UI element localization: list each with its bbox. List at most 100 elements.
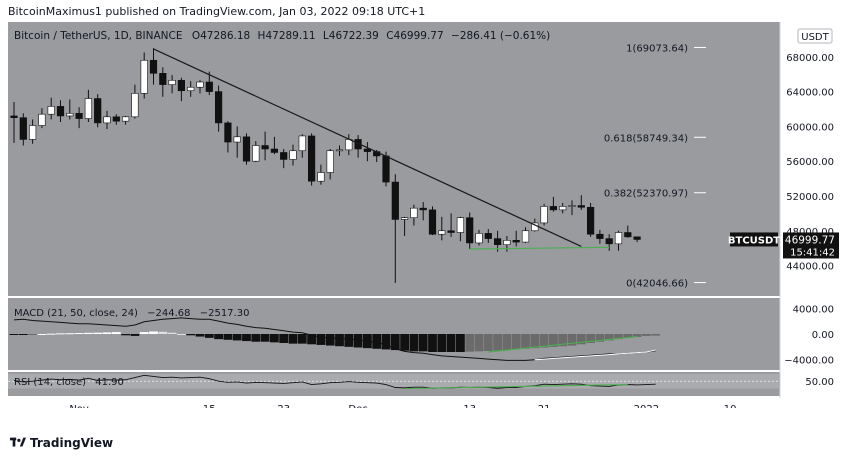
candle-down (75, 113, 83, 119)
time-tick-label: 10 (724, 404, 737, 408)
macd-histogram-bar (400, 334, 409, 351)
candle-up (614, 232, 623, 245)
candle-down (447, 230, 455, 233)
macd-histogram-bar (474, 334, 484, 352)
macd-signal-line (534, 349, 656, 361)
rsi-line (13, 374, 656, 389)
macd-histogram-bar (177, 334, 186, 335)
legend-close-label: C (386, 30, 393, 42)
legend-change: −286.41 (−0.61%) (451, 30, 550, 42)
publisher-caption: BitcoinMaximus1 published on TradingView… (8, 5, 426, 18)
last-price-badge (783, 232, 839, 259)
legend-close: 46999.77 (394, 30, 444, 42)
candle-up (66, 113, 74, 117)
tradingview-brand[interactable]: TradingView (10, 436, 113, 450)
macd-histogram-bar (130, 334, 140, 336)
time-tick-label: 23 (277, 404, 290, 408)
price-tick-label: 56000.00 (786, 157, 834, 168)
macd-histogram-bar (195, 334, 205, 337)
candle-up (140, 59, 148, 94)
macd-histogram-bar (149, 331, 158, 334)
candle-down (549, 206, 557, 211)
rsi-params: RSI (14, close) (14, 377, 86, 388)
candle-up (187, 86, 195, 92)
macd-histogram-bar (316, 334, 326, 345)
legend-low: 46722.39 (329, 30, 379, 42)
macd-histogram-bar (102, 332, 112, 334)
legend-symbol: Bitcoin / TetherUS, 1D, BINANCE (14, 30, 182, 42)
candle-down (159, 73, 167, 85)
candle-down (270, 148, 279, 153)
candle-up (252, 145, 260, 162)
fib-level-label: 1(69073.64) (626, 43, 688, 54)
candle-down (56, 106, 65, 117)
macd-histogram-bar (232, 334, 242, 341)
candle-up (335, 149, 344, 152)
candle-up (503, 240, 511, 245)
time-tick-label: Dec (348, 404, 367, 408)
candle-up (233, 136, 241, 143)
macd-histogram-bar (353, 334, 363, 348)
macd-histogram-bar (483, 334, 493, 352)
candle-up (28, 125, 37, 140)
macd-histogram-bar (418, 334, 428, 352)
candle-down (177, 79, 186, 92)
macd-histogram-bar (74, 333, 84, 335)
price-axis[interactable] (780, 22, 842, 398)
candle-up (196, 81, 204, 88)
legend-open-label: O (192, 30, 200, 42)
chart-frame[interactable]: 1(69073.64) 0.618(58749.34) 0.382(52370.97… (8, 22, 842, 415)
price-tick-label: 60000.00 (786, 122, 834, 133)
time-tick-label: 21 (538, 404, 551, 408)
macd-legend: MACD (21, 50, close, 24) −244.68 −2517.3… (14, 308, 249, 319)
price-tick-label: 52000.00 (786, 192, 834, 203)
macd-histogram-bar (539, 334, 549, 348)
macd-tick-label: 0.00 (812, 330, 834, 341)
macd-histogram-bar (511, 334, 521, 350)
rsi-tick-label: 50.00 (805, 377, 834, 388)
legend-open: 47286.18 (200, 30, 250, 42)
candle-down (149, 59, 158, 74)
candle-up (475, 233, 483, 244)
currency-badge[interactable] (797, 28, 833, 44)
candle-up (410, 207, 418, 219)
rsi-value: 41.90 (95, 377, 124, 388)
macd-histogram-bar (595, 334, 605, 342)
fib-level-label: 0.618(58749.34) (604, 133, 688, 144)
macd-histogram-bar (93, 332, 103, 334)
candle-down (205, 81, 213, 92)
macd-histogram-bar (344, 334, 354, 347)
macd-histogram-bar (437, 334, 447, 352)
price-tick-label: 44000.00 (786, 262, 834, 273)
candle-down (215, 91, 223, 124)
macd-histogram-bar (158, 331, 168, 334)
macd-histogram-bar (372, 334, 382, 349)
price-panel[interactable] (8, 22, 780, 296)
candle-up (317, 172, 325, 182)
candle-up (521, 230, 530, 243)
macd-histogram-bar (632, 334, 642, 337)
rsi-series (8, 373, 780, 390)
macd-value-2: −2517.30 (200, 308, 250, 319)
candle-up (559, 206, 567, 211)
candle-down (307, 135, 316, 182)
macd-histogram-bar (428, 334, 437, 352)
currency-label: USDT (801, 32, 829, 43)
price-series: 1(69073.64) 0.618(58749.34) 0.382(52370.97… (10, 43, 706, 290)
rsi-green-trendline (404, 384, 628, 390)
macd-histogram-bar (586, 334, 595, 343)
candle-down (112, 116, 120, 122)
last-price-value: 46999.77 (785, 234, 835, 246)
macd-histogram-bar (651, 334, 661, 336)
macd-histogram-bar (549, 334, 558, 347)
macd-histogram-bar (335, 334, 344, 347)
macd-histogram-bar (576, 334, 586, 345)
macd-histogram-bar (167, 332, 177, 334)
macd-histogram-bar (204, 334, 214, 338)
resistance-trendline (153, 48, 582, 247)
rsi-legend: RSI (14, close) 41.90 (14, 377, 124, 388)
macd-histogram-bar (604, 334, 614, 341)
chart-canvas[interactable]: 1(69073.64) 0.618(58749.34) 0.382(52370.97… (8, 22, 842, 415)
candle-up (568, 205, 576, 207)
macd-histogram-bar (409, 334, 419, 352)
